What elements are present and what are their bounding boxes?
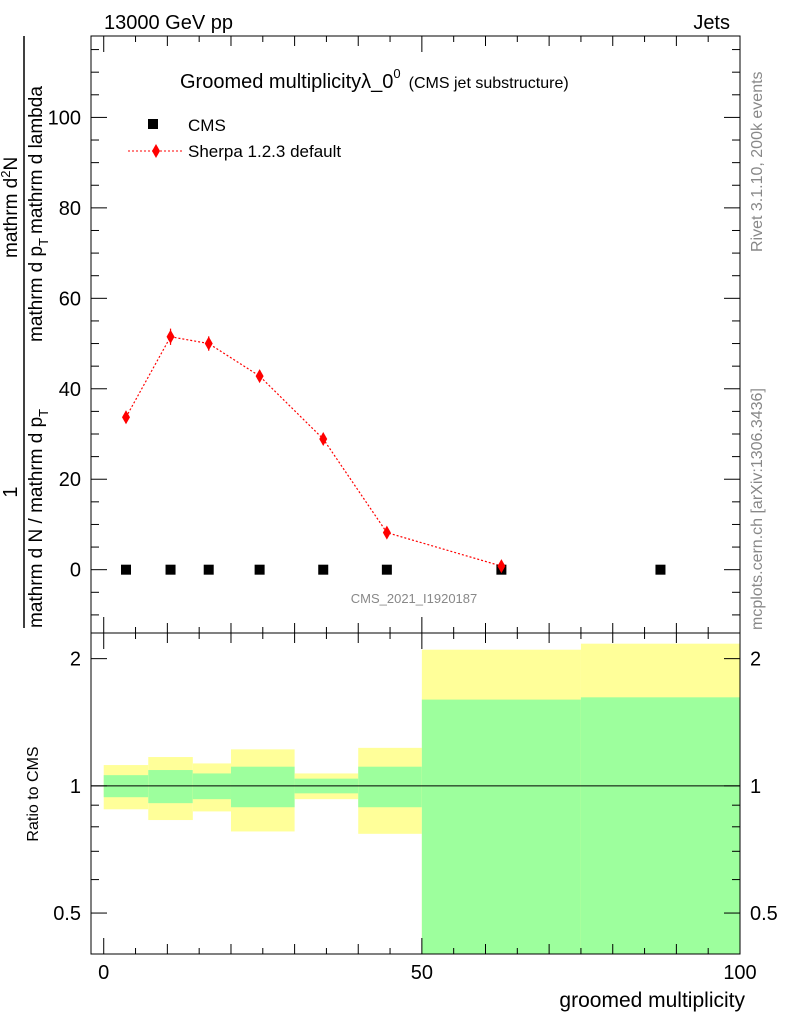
- main-data-layer: [120, 328, 666, 575]
- main-ytick-label: 20: [59, 469, 81, 491]
- main-ytick-label: 80: [59, 198, 81, 220]
- sherpa-data-point: [382, 525, 391, 540]
- chart-title-suffix: (CMS jet substructure): [409, 75, 569, 92]
- main-axis-ticks: [91, 36, 741, 633]
- ratio-ytick-label-left: 0.5: [53, 903, 81, 925]
- x-tick-label: 0: [98, 962, 109, 984]
- ratio-band-green: [230, 766, 295, 808]
- ratio-ytick-label-left: 2: [70, 649, 81, 671]
- sherpa-data-point: [255, 369, 264, 384]
- x-tick-label: 100: [723, 962, 756, 984]
- ratio-ytick-labels: 0.5 0.5 1 1 2 2: [53, 649, 778, 925]
- ratio-band-green: [421, 699, 581, 954]
- cms-data-point: [120, 564, 131, 575]
- cms-data-point: [655, 564, 666, 575]
- ratio-band-green: [148, 770, 193, 804]
- main-ylabel: 1 mathrm d N / mathrm d pT mathrm d2N ma…: [0, 36, 51, 628]
- main-ytick-label: 40: [59, 379, 81, 401]
- legend: CMS Sherpa 1.2.3 default: [128, 116, 341, 161]
- rivet-label: Rivet 3.1.10, 200k events: [749, 71, 766, 252]
- cms-data-point: [381, 564, 392, 575]
- ratio-bands: [91, 643, 740, 954]
- chart-title-superscript: 0: [393, 66, 400, 81]
- analysis-watermark: CMS_2021_I1920187: [351, 591, 478, 606]
- x-tick-label: 50: [411, 962, 433, 984]
- main-ytick-label: 100: [48, 107, 81, 129]
- ratio-ytick-label-right: 0.5: [750, 903, 778, 925]
- header-right: Jets: [693, 12, 730, 34]
- ratio-plot-frame: [90, 632, 741, 955]
- ratio-ylabel: Ratio to CMS: [25, 746, 42, 841]
- ratio-ytick-label-right: 2: [750, 649, 761, 671]
- legend-sherpa-label: Sherpa 1.2.3 default: [188, 142, 341, 161]
- sherpa-data-point: [121, 410, 130, 425]
- ratio-ytick-label-left: 1: [70, 776, 81, 798]
- sherpa-data-point: [319, 431, 328, 446]
- mcplots-label: mcplots.cern.ch [arXiv:1306.3436]: [749, 388, 766, 630]
- ratio-ytick-label-right: 1: [750, 776, 761, 798]
- ratio-band-green: [580, 697, 740, 954]
- cms-data-point: [318, 564, 329, 575]
- legend-cms-marker: [148, 119, 158, 129]
- x-tick-labels: 0 50 100: [98, 962, 757, 984]
- ylabel-denominator: mathrm d N / mathrm d pT: [26, 409, 51, 628]
- legend-sherpa-marker: [152, 144, 160, 158]
- ylabel-numerator: 1: [0, 486, 22, 497]
- ylabel-right-numerator: mathrm d2N: [0, 157, 22, 258]
- chart-title: Groomed multiplicityλ_00(CMS jet substru…: [180, 66, 569, 93]
- cms-data-point: [165, 564, 176, 575]
- ylabel-right-denominator: mathrm d pTmathrm d lambda: [26, 86, 51, 342]
- main-ytick-labels: 0 20 40 60 80 100: [48, 107, 81, 581]
- header-left: 13000 GeV pp: [104, 12, 233, 34]
- sherpa-series-line: [125, 336, 502, 567]
- legend-cms-label: CMS: [188, 116, 226, 135]
- ratio-band-green: [358, 766, 422, 808]
- x-axis-label: groomed multiplicity: [559, 989, 745, 1012]
- main-ytick-label: 0: [70, 560, 81, 582]
- sherpa-data-point: [497, 559, 506, 574]
- sherpa-data-point: [166, 329, 175, 344]
- main-ytick-label: 60: [59, 288, 81, 310]
- sherpa-data-point: [204, 336, 213, 351]
- ratio-axis-ticks: [91, 633, 741, 955]
- cms-data-point: [254, 564, 265, 575]
- cms-data-point: [203, 564, 214, 575]
